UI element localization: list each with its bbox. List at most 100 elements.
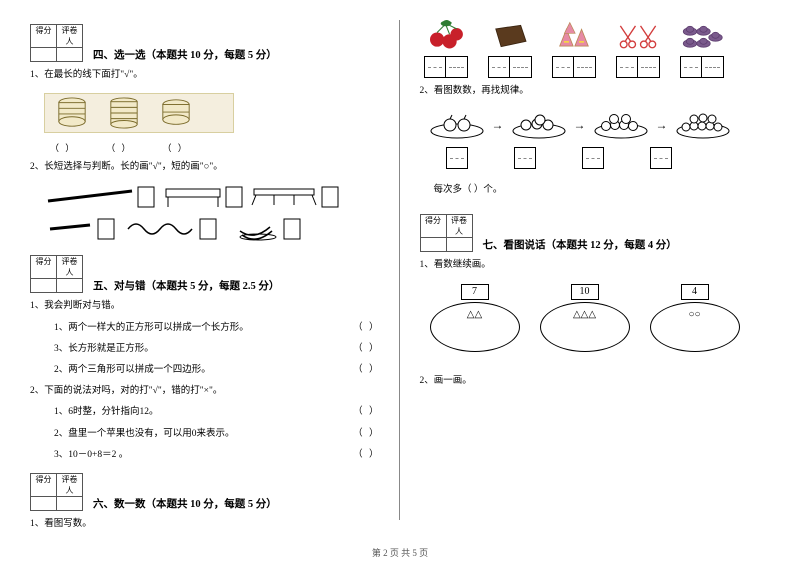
answer-pair[interactable] — [552, 56, 596, 78]
s4-q2: 2、长短选择与判断。长的画"√"，短的画"○"。 — [30, 160, 381, 175]
count-items-row — [424, 20, 771, 78]
answer-pair[interactable] — [424, 56, 468, 78]
s5-q2: 2、下面的说法对吗，对的打"√"，错的打"×"。 — [30, 384, 381, 399]
plate-6-icon — [592, 111, 650, 139]
score-box-s4: 得分 评卷人 四、选一选（本题共 10 分，每题 5 分） — [30, 24, 381, 62]
item-hats — [680, 20, 724, 78]
item-scissors — [616, 20, 660, 78]
item-text: 2、盘里一个苹果也没有，可以用0来表示。 — [54, 429, 235, 439]
s5-q1-item: 1、两个一样大的正方形可以拼成一个长方形。 （ ） — [30, 321, 381, 336]
item-text: 2、两个三角形可以拼成一个四边形。 — [54, 365, 211, 375]
grader-label: 评卷人 — [57, 473, 83, 496]
s5-q1-item: 3、长方形就是正方形。 （ ） — [30, 342, 381, 357]
paren-blank[interactable]: （ ） — [353, 321, 380, 336]
hats-icon — [681, 20, 723, 52]
paren-blank[interactable]: （ ） — [353, 448, 380, 463]
score-table: 得分 评卷人 — [420, 214, 473, 252]
oval-group: 4 ○○ — [650, 284, 740, 352]
score-cell[interactable] — [31, 496, 57, 510]
s4-q1-parens: （ ） （ ） （ ） — [50, 141, 381, 154]
section-4-title: 四、选一选（本题共 10 分，每题 5 分） — [93, 47, 277, 62]
grader-label: 评卷人 — [57, 25, 83, 48]
paren-blank[interactable]: （ ） — [50, 141, 76, 154]
score-table: 得分 评卷人 — [30, 473, 83, 511]
score-table: 得分 评卷人 — [30, 24, 83, 62]
plate-row: → → → — [428, 111, 771, 139]
s4-q2-drawing — [44, 185, 381, 241]
oval-shape[interactable]: △△△ — [540, 302, 630, 352]
arrow-icon: → — [656, 118, 668, 133]
oval-number: 4 — [681, 284, 709, 300]
s6-q2: 2、看图数数，再找规律。 — [420, 84, 771, 99]
cylinder-3-icon — [155, 97, 197, 129]
answer-pair[interactable] — [616, 56, 660, 78]
score-label: 得分 — [420, 215, 446, 238]
s6-q2-tail: 每次多（ ）个。 — [420, 183, 771, 198]
right-column: 2、看图数数，再找规律。 → → → — [420, 20, 771, 520]
paren-blank[interactable]: （ ） — [163, 141, 189, 154]
oval-row: 7 △△ 10 △△△ 4 ○○ — [430, 284, 771, 352]
item-text: 1、两个一样大的正方形可以拼成一个长方形。 — [54, 323, 249, 333]
s4-q1: 1、在最长的线下面打"√"。 — [30, 68, 381, 83]
plate-8-icon — [674, 111, 732, 139]
left-column: 得分 评卷人 四、选一选（本题共 10 分，每题 5 分） 1、在最长的线下面打… — [30, 20, 400, 520]
item-cherries — [424, 20, 468, 78]
cylinder-1-icon — [51, 97, 93, 129]
section-7-title: 七、看图说话（本题共 12 分，每题 4 分） — [483, 237, 677, 252]
paren-blank[interactable]: （ ） — [353, 427, 380, 442]
item-dresses — [552, 20, 596, 78]
item-text: 1、6时整，分针指向12。 — [54, 407, 159, 417]
score-cell[interactable] — [420, 238, 446, 252]
score-box-s7: 得分 评卷人 七、看图说话（本题共 12 分，每题 4 分） — [420, 214, 771, 252]
oval-number: 10 — [571, 284, 599, 300]
page-footer: 第 2 页 共 5 页 — [0, 546, 800, 559]
section-6-title: 六、数一数（本题共 10 分，每题 5 分） — [93, 496, 277, 511]
paren-blank[interactable]: （ ） — [106, 141, 132, 154]
score-cell[interactable] — [31, 48, 57, 62]
score-cell[interactable] — [31, 279, 57, 293]
page: 得分 评卷人 四、选一选（本题共 10 分，每题 5 分） 1、在最长的线下面打… — [0, 0, 800, 530]
section-5-title: 五、对与错（本题共 5 分，每题 2.5 分） — [93, 278, 279, 293]
plate-2-icon — [428, 111, 486, 139]
oval-group: 7 △△ — [430, 284, 520, 352]
answer-pair[interactable] — [514, 147, 536, 169]
answer-pair[interactable] — [650, 147, 672, 169]
oval-symbols: △△ — [467, 309, 482, 320]
item-chocolate — [488, 20, 532, 78]
answer-pair[interactable] — [582, 147, 604, 169]
plate-4-icon — [510, 111, 568, 139]
item-text: 3、10－0+8＝2 。 — [54, 450, 128, 460]
paren-blank[interactable]: （ ） — [353, 405, 380, 420]
score-box-s6: 得分 评卷人 六、数一数（本题共 10 分，每题 5 分） — [30, 473, 381, 511]
s6-q1: 1、看图写数。 — [30, 517, 381, 532]
arrow-icon: → — [492, 118, 504, 133]
answer-pair[interactable] — [680, 56, 724, 78]
score-label: 得分 — [31, 25, 57, 48]
s7-q1: 1、看数继续画。 — [420, 258, 771, 273]
s5-q2-item: 3、10－0+8＝2 。 （ ） — [30, 448, 381, 463]
grader-cell[interactable] — [57, 279, 83, 293]
s5-q2-item: 2、盘里一个苹果也没有，可以用0来表示。 （ ） — [30, 427, 381, 442]
oval-number: 7 — [461, 284, 489, 300]
answer-pair[interactable] — [446, 147, 468, 169]
oval-symbols: ○○ — [688, 309, 700, 320]
paren-blank[interactable]: （ ） — [353, 342, 380, 357]
paren-blank[interactable]: （ ） — [353, 363, 380, 378]
grader-cell[interactable] — [446, 238, 472, 252]
oval-shape[interactable]: ○○ — [650, 302, 740, 352]
answer-pair[interactable] — [488, 56, 532, 78]
oval-group: 10 △△△ — [540, 284, 630, 352]
score-box-s5: 得分 评卷人 五、对与错（本题共 5 分，每题 2.5 分） — [30, 255, 381, 293]
long-short-objects-icon — [44, 185, 344, 241]
s7-q2: 2、画一画。 — [420, 374, 771, 389]
score-label: 得分 — [31, 256, 57, 279]
grader-cell[interactable] — [57, 496, 83, 510]
oval-shape[interactable]: △△ — [430, 302, 520, 352]
grader-cell[interactable] — [57, 48, 83, 62]
score-table: 得分 评卷人 — [30, 255, 83, 293]
s5-q1-item: 2、两个三角形可以拼成一个四边形。 （ ） — [30, 363, 381, 378]
chocolate-icon — [489, 20, 531, 52]
item-text: 3、长方形就是正方形。 — [54, 344, 154, 354]
cylinder-2-icon — [103, 97, 145, 129]
scissors-icon — [617, 20, 659, 52]
